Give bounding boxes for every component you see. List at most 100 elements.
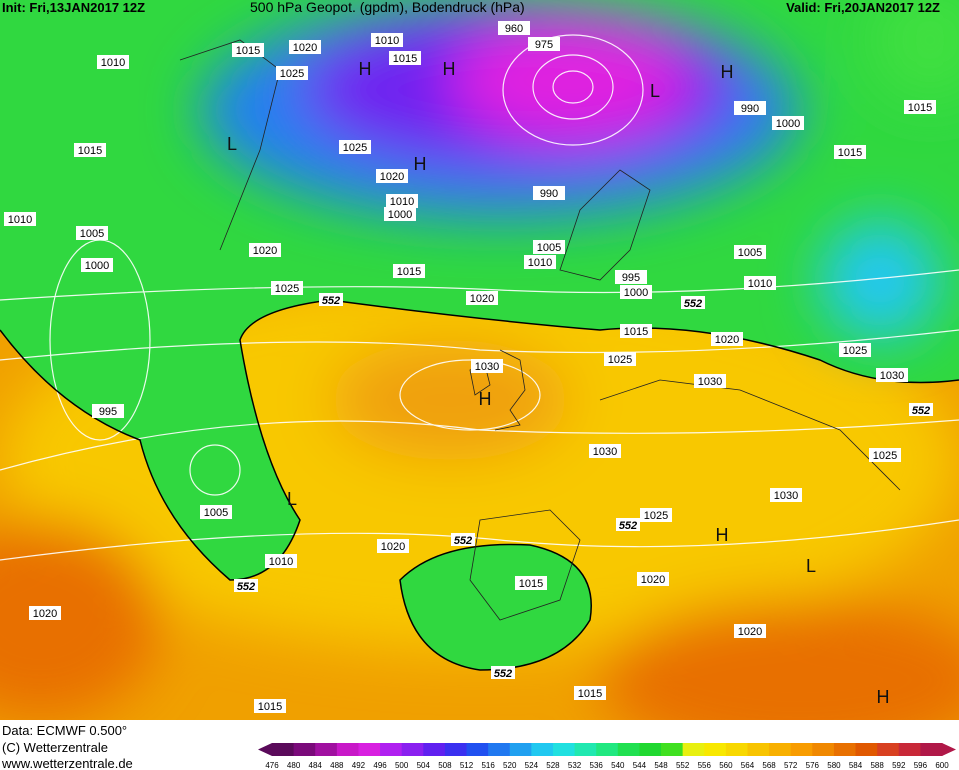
isobar-label-box: [615, 270, 647, 284]
height-label-box: [451, 533, 475, 546]
isobar-label-box: [471, 359, 503, 373]
isobar-label: 1010: [101, 57, 125, 69]
isobar-label: 1015: [908, 102, 932, 114]
colorbar-level: 488: [330, 761, 344, 770]
isobar-label-box: [97, 55, 129, 69]
colorbar-arrow: [258, 743, 272, 756]
isobar-label: 1005: [738, 247, 762, 259]
pressure-center: L: [806, 556, 816, 576]
isobar-label-box: [254, 699, 286, 713]
colorbar-level: 512: [460, 761, 474, 770]
isobar-label: 1005: [537, 242, 561, 254]
map-title: 500 hPa Geopot. (gpdm), Bodendruck (hPa): [250, 0, 525, 15]
valid-time: Valid: Fri,20JAN2017 12Z: [786, 0, 940, 15]
colorbar-level: 588: [870, 761, 884, 770]
colorbar-swatch: [488, 743, 511, 756]
isobar-label: 1025: [343, 142, 367, 154]
isobar-label: 1005: [80, 228, 104, 240]
isobar-label: 1030: [698, 376, 722, 388]
isobar-label: 1025: [280, 68, 304, 80]
colorbar-swatch: [769, 743, 792, 756]
isobar-label: 1020: [253, 245, 277, 257]
colorbar-level: 492: [352, 761, 366, 770]
colorbar-level: 520: [503, 761, 517, 770]
isobar-label-box: [29, 606, 61, 620]
isobar-label-box: [200, 505, 232, 519]
colorbar-level: 484: [309, 761, 323, 770]
isobar-label: 1010: [528, 257, 552, 269]
colorbar-level: 544: [633, 761, 647, 770]
colorbar-level: 540: [611, 761, 625, 770]
isobar-label: 1020: [715, 334, 739, 346]
isobar-label-box: [371, 33, 403, 47]
isobar-label-box: [604, 352, 636, 366]
isobar-label: 995: [622, 272, 640, 284]
isobar-label: 1020: [33, 608, 57, 620]
colorbar-swatch: [617, 743, 640, 756]
colorbar-level: 548: [654, 761, 668, 770]
isobar-label: 1020: [738, 626, 762, 638]
colorbar-level: 536: [590, 761, 604, 770]
isobar-label: 1000: [388, 209, 412, 221]
colorbar-level: 596: [914, 761, 928, 770]
pressure-center: L: [287, 489, 297, 509]
pressure-center: H: [443, 59, 456, 79]
colorbar-level: 564: [741, 761, 755, 770]
isobar-label-box: [620, 285, 652, 299]
isobar-label-box: [589, 444, 621, 458]
colorbar-level: 600: [935, 761, 949, 770]
height-label: 552: [322, 295, 340, 307]
colorbar-swatch: [531, 743, 554, 756]
height-label-box: [616, 518, 640, 531]
colorbar-swatch: [833, 743, 857, 756]
colorbar-level: 524: [525, 761, 539, 770]
isobar-label-box: [466, 291, 498, 305]
isobar-label: 1015: [393, 53, 417, 65]
isobar-label-box: [265, 554, 297, 568]
pressure-center: H: [877, 687, 890, 707]
isobar-label: 1020: [381, 541, 405, 553]
pressure-center: H: [479, 389, 492, 409]
colorbar-level: 496: [373, 761, 387, 770]
colorbar-level: 480: [287, 761, 301, 770]
isobar-label: 1015: [78, 145, 102, 157]
colorbar-level: 476: [265, 761, 279, 770]
isobar-label: 995: [99, 406, 117, 418]
colorbar-swatch: [898, 743, 921, 756]
isobar-label-box: [74, 143, 106, 157]
height-label-box: [681, 296, 705, 309]
colorbar-level: 508: [438, 761, 452, 770]
isobar-label-box: [637, 572, 669, 586]
pressure-center: H: [721, 62, 734, 82]
colorbar-swatch: [358, 743, 381, 756]
isobar-label-box: [384, 207, 416, 221]
isobar-label-box: [640, 508, 672, 522]
colorbar-swatch: [639, 743, 662, 756]
isobar-label-box: [904, 100, 936, 114]
isobar-label-box: [528, 37, 560, 51]
isobar-label-box: [620, 324, 652, 338]
height-label: 552: [912, 405, 930, 417]
isobar-label: 1010: [269, 556, 293, 568]
colorbar-swatch: [423, 743, 446, 756]
colorbar-level: 576: [806, 761, 820, 770]
colorbar-swatch: [661, 743, 684, 756]
colorbar-level: 552: [676, 761, 690, 770]
colorbar-swatch: [725, 743, 748, 756]
colorbar-swatch: [704, 743, 727, 756]
isobar-label-box: [834, 145, 866, 159]
isobar-label: 1005: [204, 507, 228, 519]
isobar-label-box: [4, 212, 36, 226]
isobar-label-box: [249, 243, 281, 257]
colorbar-level: 584: [849, 761, 863, 770]
colorbar-swatch: [272, 743, 295, 756]
isobar-label-box: [533, 186, 565, 200]
colorbar-level: 528: [546, 761, 560, 770]
colorbar-swatch: [509, 743, 532, 756]
height-label: 552: [237, 581, 255, 593]
pressure-center: H: [359, 59, 372, 79]
isobar-label: 1010: [8, 214, 32, 226]
colorbar-swatch: [552, 743, 576, 756]
height-label: 552: [454, 535, 472, 547]
